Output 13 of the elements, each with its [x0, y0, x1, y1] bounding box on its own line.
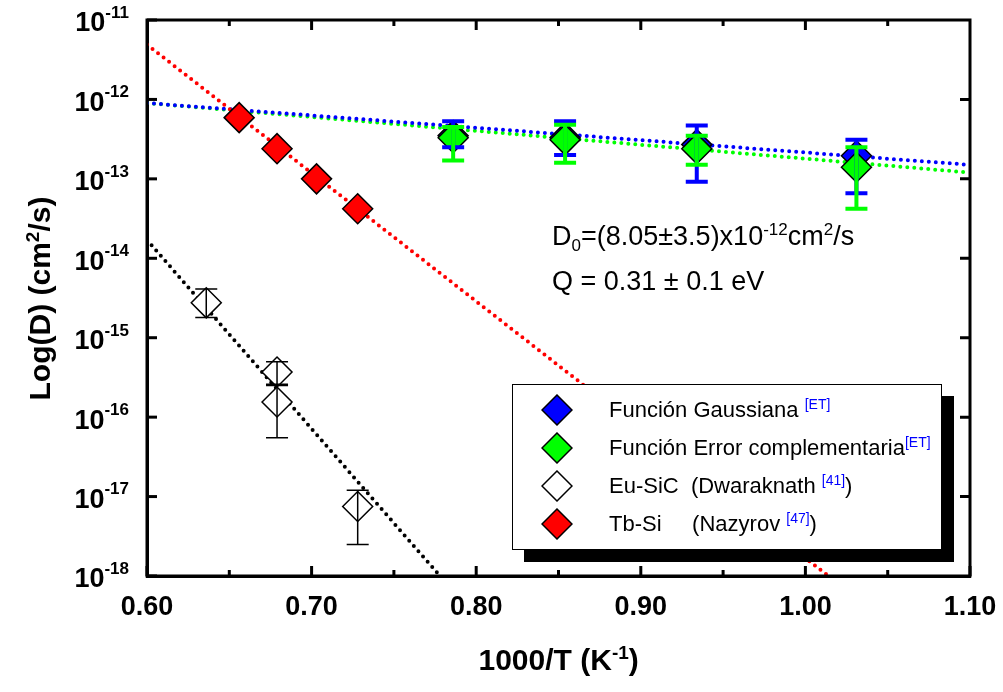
- annotation: D$_{0}$=(8.05±3.5)x10$^{-12}$cm$^{2}$/s: [552, 220, 855, 257]
- legend-label: Eu-SiC (Dwaraknath $^{[41]}$): [609, 472, 853, 500]
- x-tick-label: 0.90: [614, 591, 668, 622]
- x-tick-label: 0.80: [449, 591, 503, 622]
- x-tick-label: 0.60: [120, 591, 174, 622]
- x-tick-label: 0.70: [285, 591, 338, 622]
- x-tick-label: 1.10: [943, 591, 997, 622]
- x-axis-title: 1000/T (K$^{-1}$): [478, 642, 639, 677]
- annotation: Q = 0.31 ± 0.1 eV: [552, 266, 765, 297]
- legend-label: Función Error complementaria$^{[ET]}$: [609, 434, 931, 462]
- legend-label: Tb-Si (Nazyrov $^{[47]}$): [609, 510, 817, 538]
- x-tick-label: 1.00: [779, 591, 832, 622]
- legend-label: Función Gaussiana $^{[ET]}$: [609, 396, 831, 424]
